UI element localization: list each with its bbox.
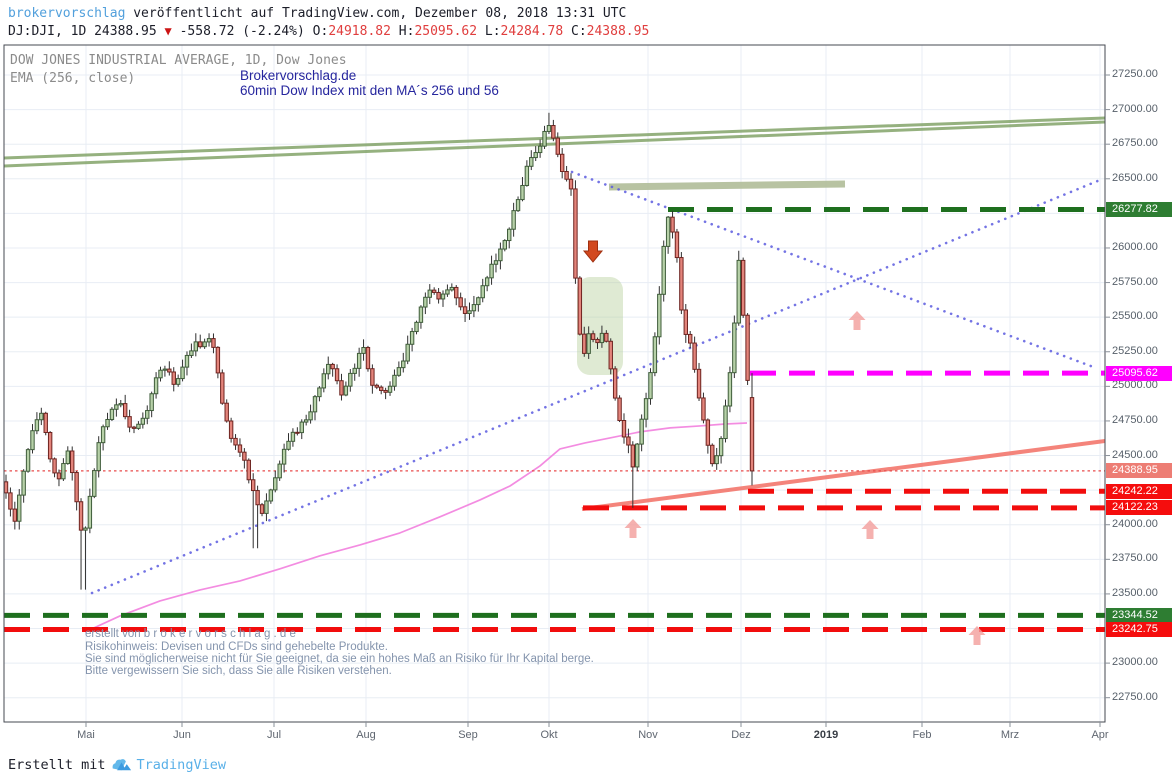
candlestick-series	[3, 112, 755, 590]
chart-legend-indicator[interactable]: EMA (256, close)	[10, 71, 136, 86]
annotation-brand: Brokervorschlag.de	[240, 68, 357, 83]
down-triangle-icon: ▼	[164, 24, 172, 38]
publisher-link[interactable]: brokervorschlag	[8, 6, 126, 21]
red-support	[581, 439, 1105, 511]
high-value: 25095.62	[414, 24, 485, 39]
price-level-label: 23242.75	[1106, 622, 1172, 637]
symbol-and-last: DJ:DJI, 1D 24388.95	[8, 24, 157, 39]
price-tick-label: 23500.00	[1112, 586, 1158, 599]
time-tick-label: Mai	[77, 729, 95, 741]
price-level-label: 24388.95	[1106, 463, 1172, 479]
symbol-ohlc-bar: DJ:DJI, 1D 24388.95 ▼ -558.72 (-2.24%) O…	[8, 24, 649, 39]
sage-resistance-bar	[608, 180, 846, 191]
low-value: 24284.78	[500, 24, 571, 39]
plot-content	[4, 116, 1105, 645]
close-value: 24388.95	[586, 24, 650, 39]
watermark-line-2: Risikohinweis: Devisen und CFDs sind geh…	[85, 641, 388, 653]
up-arrow-icon	[624, 519, 642, 538]
price-level-label: 24242.22	[1106, 483, 1172, 499]
time-tick-label: Apr	[1091, 729, 1109, 741]
blue-ascending	[90, 178, 1102, 595]
price-tick-label: 25500.00	[1112, 310, 1158, 323]
open-value: 24918.82	[328, 24, 399, 39]
time-tick-label: Mrz	[1000, 729, 1020, 741]
low-label: L:	[484, 24, 501, 39]
blue-descending	[570, 170, 1098, 370]
created-with-label: Erstellt mit	[8, 757, 106, 773]
green-resistance-2	[4, 120, 1105, 168]
time-tick-label: Nov	[638, 729, 658, 741]
tradingview-logo-icon	[112, 759, 131, 771]
time-tick-label: Feb	[912, 729, 932, 741]
publish-info: veröffentlicht auf TradingView.com, Deze…	[125, 6, 627, 21]
price-tick-label: 22750.00	[1112, 690, 1158, 703]
price-tick-label: 26500.00	[1112, 171, 1158, 184]
price-tick-label: 23000.00	[1112, 656, 1158, 669]
tradingview-brand-link[interactable]: TradingView	[136, 757, 226, 773]
price-tick-label: 23750.00	[1112, 552, 1158, 565]
price-tick-label: 27250.00	[1112, 68, 1158, 80]
time-tick-label: 2019	[813, 729, 839, 741]
price-tick-label: 24500.00	[1112, 448, 1158, 461]
footer-credit: Erstellt mit TradingView	[8, 757, 226, 773]
up-arrow-icon	[861, 520, 879, 539]
price-tick-label: 25750.00	[1112, 275, 1158, 288]
chart-legend-title[interactable]: DOW JONES INDUSTRIAL AVERAGE, 1D, Dow Jo…	[10, 53, 347, 68]
up-arrow-icon	[848, 311, 866, 330]
price-level-label: 25095.62	[1106, 365, 1172, 381]
time-tick-label: Sep	[458, 729, 478, 741]
annotation-subtitle: 60min Dow Index mit den MA´s 256 und 56	[240, 83, 499, 98]
watermark-line-3: Sie sind möglicherweise nicht für Sie ge…	[85, 653, 594, 665]
price-tick-label: 27000.00	[1112, 102, 1158, 115]
price-level-label: 23344.52	[1106, 607, 1172, 623]
time-tick-label: Jun	[173, 729, 191, 741]
price-level-label: 26277.82	[1106, 202, 1172, 218]
highlight-zone	[577, 277, 623, 375]
time-tick-label: Dez	[731, 729, 751, 741]
price-level-label: 24122.23	[1106, 500, 1172, 516]
price-tick-label: 25250.00	[1112, 344, 1158, 357]
price-tick-label: 24000.00	[1112, 517, 1158, 530]
price-tick-label: 25000.00	[1112, 379, 1158, 392]
close-label: C:	[571, 24, 587, 39]
down-arrow-icon	[582, 240, 604, 263]
time-tick-label: Aug	[356, 729, 376, 741]
price-tick-label: 26000.00	[1112, 240, 1158, 253]
axis-tick-marks	[85, 74, 1110, 727]
watermark-line-4: Bitte vergewissern Sie sich, dass Sie al…	[85, 665, 392, 677]
change-value: -558.72 (-2.24%)	[179, 24, 313, 39]
gridlines	[4, 45, 1105, 722]
high-label: H:	[398, 24, 415, 39]
time-tick-label: Okt	[540, 729, 558, 741]
up-arrow-icon	[968, 626, 986, 645]
publish-header: brokervorschlag veröffentlicht auf Tradi…	[8, 6, 626, 21]
watermark-line-1: erstellt von b r o k e r v o r s c h l a…	[85, 628, 296, 640]
time-tick-label: Jul	[266, 729, 282, 741]
price-tick-label: 24750.00	[1112, 413, 1158, 426]
price-tick-label: 26750.00	[1112, 137, 1158, 150]
ema-256-line	[84, 422, 748, 633]
plot-border	[3, 44, 1106, 723]
open-label: O:	[312, 24, 329, 39]
